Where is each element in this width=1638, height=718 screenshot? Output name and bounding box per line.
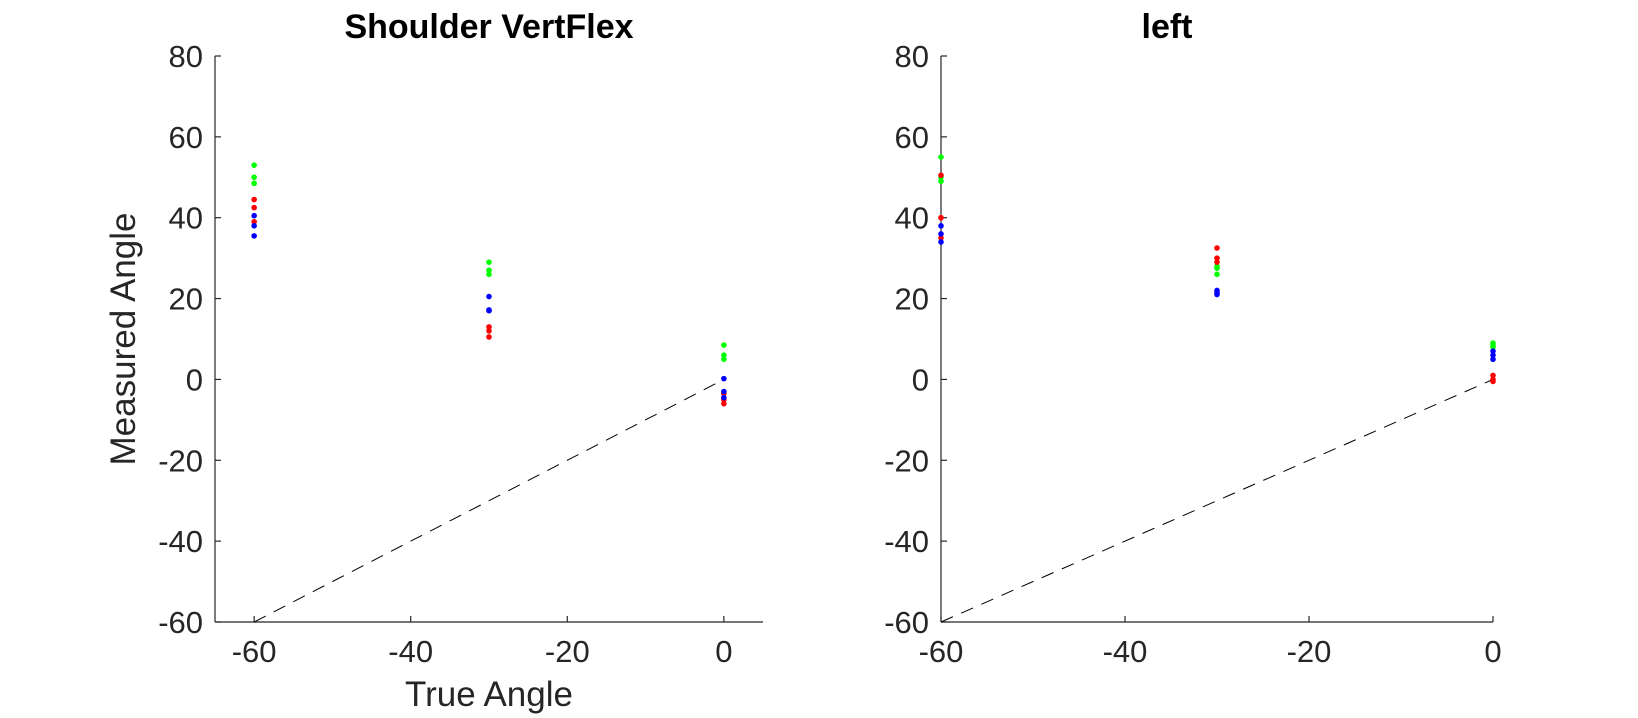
data-point [938, 154, 944, 160]
y-tick-label: -40 [884, 524, 929, 559]
data-point [938, 214, 944, 221]
data-point [1490, 348, 1496, 354]
data-point [1214, 255, 1220, 261]
data-point [251, 180, 257, 187]
data-point [486, 328, 492, 334]
x-tick-label: -60 [232, 634, 277, 669]
data-point [1214, 265, 1220, 272]
data-point [486, 293, 492, 300]
y-tick-label: 0 [186, 362, 203, 397]
x-tick-label: -20 [1287, 634, 1332, 669]
reference-line [940, 378, 1494, 623]
y-tick-label: 60 [895, 120, 929, 155]
y-tick-label: 20 [169, 282, 203, 317]
data-point [251, 233, 257, 239]
y-tick-label: -60 [158, 605, 203, 640]
x-tick-label: -40 [388, 634, 433, 669]
chart-shoulder-vertflex: Shoulder VertFlex True Angle Measured An… [104, 8, 763, 714]
data-point [1214, 271, 1220, 278]
y-tick-label: 80 [169, 39, 203, 74]
x-axis-label: True Angle [405, 675, 573, 714]
data-point [1490, 342, 1496, 348]
y-tick-label: 20 [895, 282, 929, 317]
data-point [721, 342, 727, 348]
x-tick-label: 0 [715, 634, 732, 669]
data-point [251, 174, 257, 181]
data-point [251, 196, 257, 203]
data-point [1490, 352, 1496, 358]
y-tick-label: -20 [884, 443, 929, 478]
data-point [486, 259, 492, 265]
data-point [938, 178, 944, 185]
data-point [486, 267, 492, 274]
chart-title: Shoulder VertFlex [344, 8, 633, 46]
data-point [721, 352, 727, 358]
chart-title: left [1142, 8, 1193, 46]
data-point [721, 375, 727, 382]
data-point [721, 400, 727, 407]
x-tick-label: -20 [545, 634, 590, 669]
data-point [1214, 291, 1220, 298]
data-point [251, 212, 257, 219]
y-tick-label: 80 [895, 39, 929, 74]
data-point [1490, 378, 1496, 385]
data-point [938, 172, 944, 179]
y-axis-label: Measured Angle [104, 213, 143, 466]
data-point [721, 356, 727, 363]
data-point [721, 388, 727, 395]
data-point [1490, 356, 1496, 363]
data-point [486, 271, 492, 278]
data-point [251, 223, 257, 229]
x-tick-label: -60 [919, 634, 964, 669]
data-point [251, 162, 257, 168]
y-tick-label: -20 [158, 443, 203, 478]
data-point [486, 324, 492, 330]
data-point [1214, 245, 1220, 251]
data-point [251, 204, 257, 211]
y-tick-label: 60 [169, 120, 203, 155]
data-point [1490, 372, 1496, 379]
y-tick-label: -40 [158, 524, 203, 559]
y-tick-label: -60 [884, 605, 929, 640]
data-point [938, 235, 944, 241]
data-point [486, 307, 492, 313]
data-point [938, 231, 944, 237]
data-point [251, 218, 257, 225]
data-point [486, 334, 492, 340]
data-point [1214, 259, 1220, 265]
y-tick-label: 40 [169, 201, 203, 236]
data-point [721, 394, 727, 401]
y-tick-label: 0 [912, 362, 929, 397]
y-tick-label: 40 [895, 201, 929, 236]
data-point [938, 223, 944, 229]
chart-left: left -60 -40 -20 0 20 40 60 80 -60 -40 -20 0 [884, 8, 1501, 669]
reference-line [253, 378, 725, 623]
data-point [938, 239, 944, 245]
x-tick-label: -40 [1103, 634, 1148, 669]
x-tick-label: 0 [1484, 634, 1501, 669]
